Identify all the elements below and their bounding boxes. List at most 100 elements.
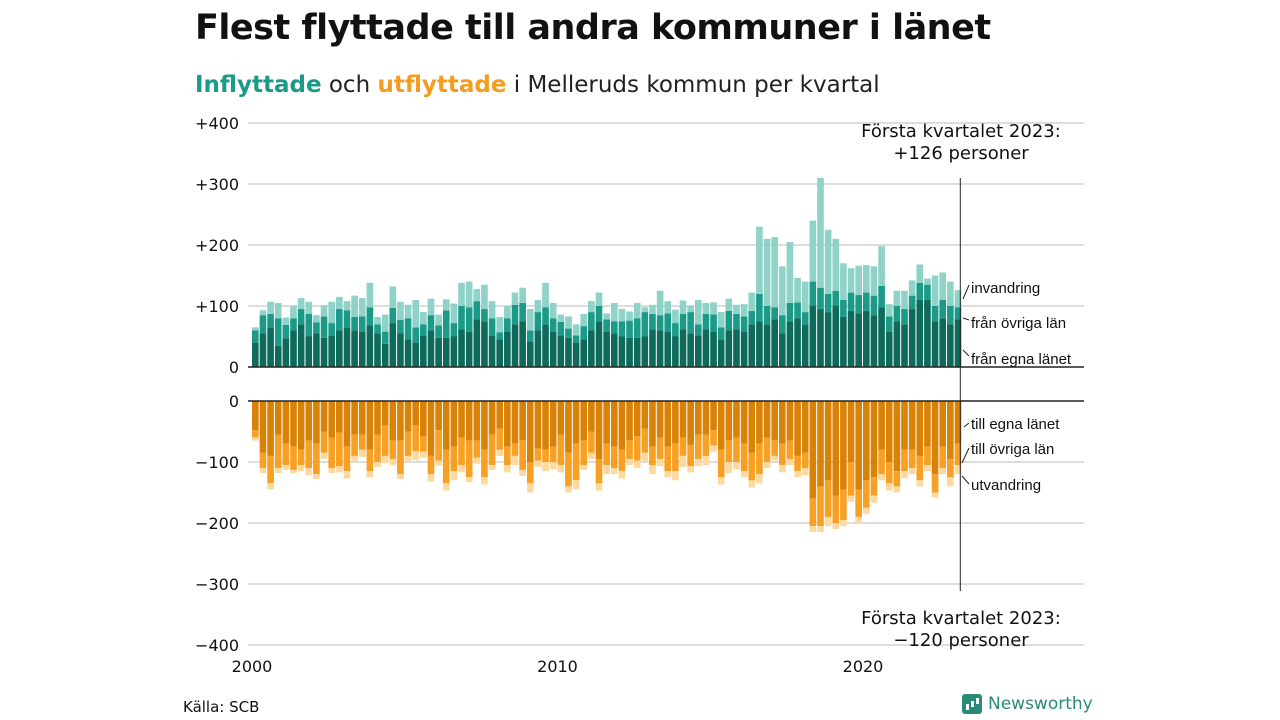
bar-in-2 — [580, 313, 588, 327]
bar-in-0 — [610, 333, 618, 367]
bar-in-1 — [557, 321, 565, 336]
bar-in-2 — [626, 311, 633, 321]
bar-in-1 — [855, 295, 862, 314]
bar-in-0 — [924, 299, 931, 367]
bar-out-2 — [840, 519, 847, 527]
bar-out-2 — [939, 468, 947, 475]
bar-out-1 — [610, 446, 618, 469]
bar-in-1 — [465, 307, 473, 332]
annotation-bottom-line1: Första kvartalet 2023: — [861, 608, 1061, 629]
bar-out-1 — [313, 443, 320, 475]
bar-in-0 — [725, 330, 733, 367]
bar-out-2 — [908, 468, 916, 475]
bar-in-2 — [389, 286, 397, 308]
bar-out-2 — [778, 465, 786, 473]
bar-out-2 — [488, 465, 496, 470]
bar-out-0 — [305, 401, 313, 441]
bar-out-1 — [878, 449, 885, 475]
annotation-top-line2: +126 personer — [893, 143, 1029, 164]
bar-out-1 — [442, 449, 450, 484]
bar-in-1 — [939, 299, 947, 319]
bar-in-0 — [450, 336, 458, 367]
bar-out-0 — [855, 401, 862, 490]
bar-in-1 — [954, 307, 962, 320]
bar-in-2 — [420, 312, 427, 325]
bar-out-1 — [374, 434, 381, 462]
bar-in-2 — [381, 314, 389, 332]
bar-out-1 — [488, 434, 496, 466]
series-label: från övriga län — [971, 315, 1066, 332]
bar-in-1 — [786, 302, 794, 322]
bar-out-0 — [893, 401, 901, 472]
bar-out-1 — [297, 449, 305, 466]
bar-in-0 — [504, 331, 511, 367]
bar-out-0 — [442, 401, 450, 450]
bar-out-0 — [725, 401, 733, 441]
bar-in-0 — [374, 333, 381, 367]
subtitle-och: och — [321, 72, 378, 98]
bar-in-2 — [664, 301, 672, 314]
bar-out-1 — [404, 431, 412, 456]
bar-out-1 — [412, 425, 420, 452]
bar-out-0 — [694, 401, 702, 435]
bar-in-0 — [526, 341, 534, 367]
bar-out-2 — [771, 455, 778, 461]
bar-in-0 — [626, 337, 633, 367]
bar-out-2 — [626, 458, 633, 466]
bar-out-2 — [496, 449, 504, 456]
bar-out-0 — [465, 401, 473, 441]
bar-out-0 — [679, 401, 687, 438]
bar-in-0 — [694, 335, 702, 367]
brand-logo[interactable]: Newsworthy — [962, 694, 1093, 714]
bar-out-2 — [274, 468, 282, 473]
bar-out-2 — [435, 460, 442, 466]
annotation-bottom-line2: −120 personer — [893, 630, 1029, 651]
bar-in-2 — [916, 264, 924, 283]
bar-out-2 — [580, 465, 588, 470]
y-tick-label: +100 — [195, 297, 239, 316]
bar-in-2 — [870, 266, 878, 296]
bar-in-1 — [252, 330, 259, 343]
bar-in-0 — [878, 307, 885, 367]
bar-in-2 — [297, 298, 305, 310]
bar-in-0 — [511, 324, 519, 367]
bar-out-0 — [633, 401, 641, 437]
bar-out-1 — [496, 428, 504, 450]
bar-out-1 — [465, 440, 473, 478]
bar-out-0 — [320, 401, 328, 432]
bar-in-1 — [710, 314, 717, 332]
bar-out-0 — [664, 401, 672, 447]
bar-out-2 — [320, 452, 328, 459]
bar-in-1 — [397, 320, 404, 334]
bar-in-0 — [274, 345, 282, 367]
bar-in-2 — [488, 301, 496, 319]
bar-in-0 — [893, 321, 901, 367]
annotation-top-line1: Första kvartalet 2023: — [861, 121, 1061, 142]
bar-out-1 — [832, 495, 840, 523]
newsworthy-icon — [962, 694, 982, 714]
bar-in-2 — [412, 299, 420, 328]
bar-out-1 — [824, 480, 832, 517]
bar-out-1 — [534, 448, 542, 461]
bar-in-2 — [809, 220, 817, 282]
bar-out-0 — [702, 401, 710, 435]
bar-out-1 — [801, 452, 809, 469]
bar-out-0 — [801, 401, 809, 453]
bar-out-0 — [488, 401, 496, 435]
bar-in-1 — [282, 324, 290, 339]
bar-out-0 — [397, 401, 404, 441]
bar-in-2 — [824, 229, 832, 294]
bar-out-0 — [290, 401, 297, 447]
bar-in-2 — [549, 302, 557, 319]
bar-out-1 — [259, 452, 267, 469]
bar-in-0 — [931, 321, 939, 367]
bar-out-1 — [328, 437, 336, 469]
bar-out-1 — [786, 440, 794, 459]
bar-out-1 — [664, 446, 672, 472]
bar-out-2 — [817, 526, 824, 533]
bar-out-1 — [618, 449, 626, 472]
bar-out-2 — [282, 465, 290, 470]
bar-in-0 — [641, 336, 649, 367]
bar-out-0 — [824, 401, 832, 481]
bar-out-0 — [519, 401, 526, 441]
